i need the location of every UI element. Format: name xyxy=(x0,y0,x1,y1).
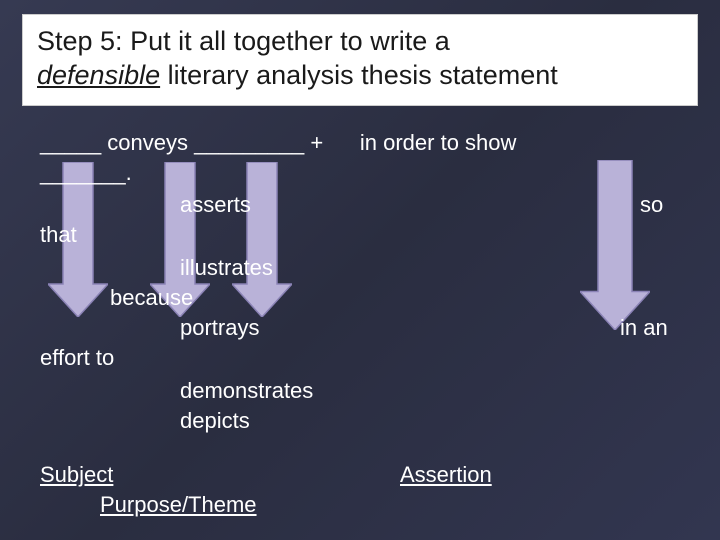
verb-demonstrates: demonstrates xyxy=(180,376,313,406)
connector-so: so xyxy=(640,190,663,220)
verb-depicts: depicts xyxy=(180,406,250,436)
label-subject: Subject xyxy=(40,460,113,490)
word-effort: effort to xyxy=(40,343,114,373)
word-that: that xyxy=(40,220,77,250)
title-box: Step 5: Put it all together to write a d… xyxy=(22,14,698,106)
connector-inan: in an xyxy=(620,313,668,343)
formula-line2: _______. xyxy=(40,158,132,188)
down-arrow-icon xyxy=(580,160,650,330)
title-line1: Step 5: Put it all together to write a xyxy=(37,25,683,59)
formula-text: _____ conveys _________ + xyxy=(40,130,329,155)
connector-because: because xyxy=(110,283,193,313)
down-arrow-icon xyxy=(232,162,292,317)
title-emph: defensible xyxy=(37,60,160,90)
inorder-text: in order to show xyxy=(360,130,517,155)
verb-portrays: portrays xyxy=(180,313,259,343)
slide: Step 5: Put it all together to write a d… xyxy=(0,0,720,540)
label-assertion: Assertion xyxy=(400,460,492,490)
verb-illustrates: illustrates xyxy=(180,253,273,283)
title-line2-rest: literary analysis thesis statement xyxy=(160,60,558,90)
label-purpose: Purpose/Theme xyxy=(100,490,257,520)
verb-asserts: asserts xyxy=(180,190,251,220)
title-line2: defensible literary analysis thesis stat… xyxy=(37,59,683,93)
formula-line: _____ conveys _________ + in order to sh… xyxy=(40,128,690,158)
